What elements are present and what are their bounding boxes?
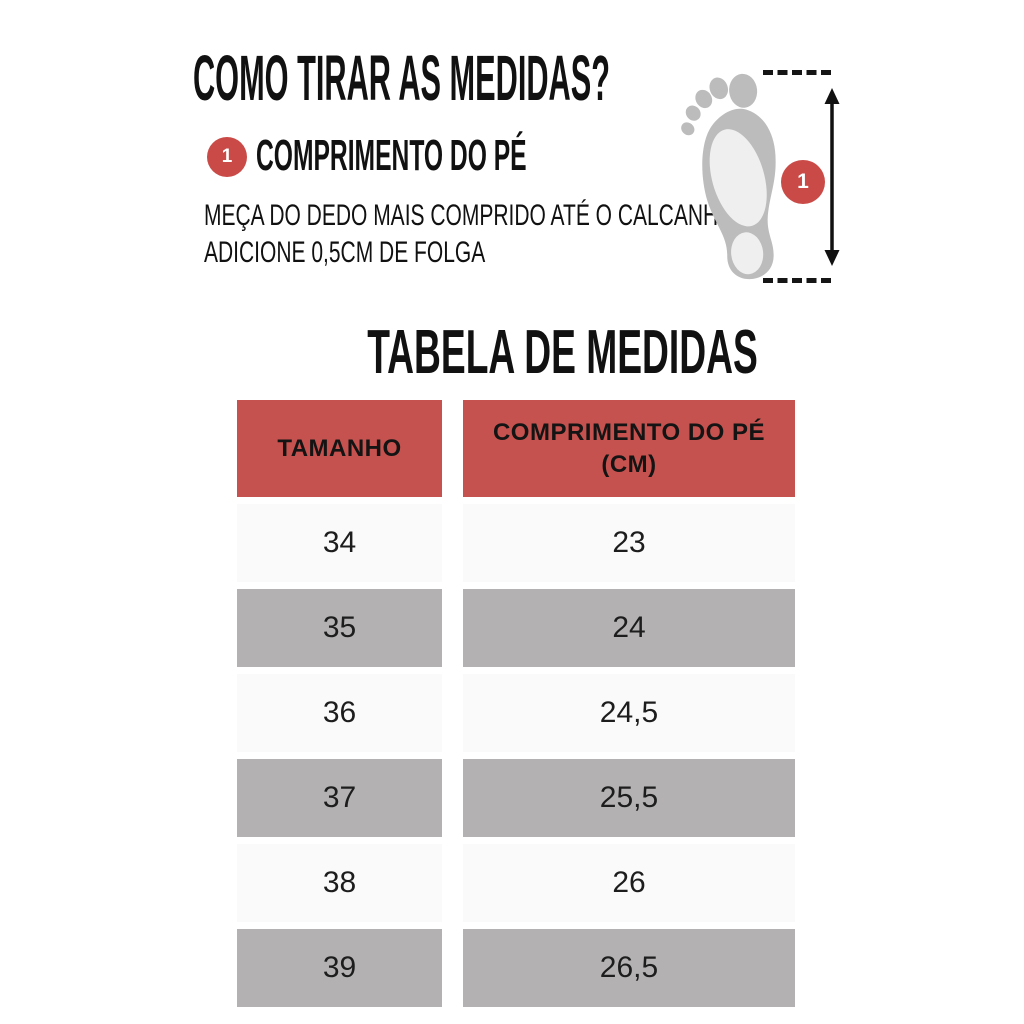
header-cell-length: COMPRIMENTO DO PÉ (CM) [463, 400, 795, 497]
size-cell: 37 [237, 759, 442, 837]
figure-marker-badge: 1 [781, 160, 825, 204]
measure-arrow-icon [824, 88, 840, 266]
size-table: TAMANHO COMPRIMENTO DO PÉ (CM) 34 23 35 … [237, 400, 795, 1007]
step-1-description-line-1: MEÇA DO DEDO MAIS COMPRIDO ATÉ O CALCANH… [204, 199, 754, 232]
dashed-line-top [763, 70, 831, 75]
length-cell: 24 [463, 589, 795, 667]
page-title: COMO TIRAR AS MEDIDAS? [193, 42, 610, 114]
header-cell-size: TAMANHO [237, 400, 442, 497]
header-length-unit: (CM) [601, 450, 657, 478]
length-cell: 26,5 [463, 929, 795, 1007]
length-cell: 26 [463, 844, 795, 922]
figure-marker-number: 1 [797, 170, 809, 193]
dashed-line-bottom [763, 278, 831, 283]
size-cell: 35 [237, 589, 442, 667]
size-cell: 38 [237, 844, 442, 922]
step-1-description: MEÇA DO DEDO MAIS COMPRIDO ATÉ O CALCANH… [204, 197, 989, 271]
step-1-label: COMPRIMENTO DO PÉ [256, 131, 527, 180]
length-cell: 25,5 [463, 759, 795, 837]
foot-icon [681, 73, 789, 283]
length-cell: 23 [463, 504, 795, 582]
table-title: TABELA DE MEDIDAS [367, 318, 758, 387]
size-cell: 36 [237, 674, 442, 752]
size-cell: 34 [237, 504, 442, 582]
step-1-badge: 1 [207, 137, 247, 177]
size-cell: 39 [237, 929, 442, 1007]
length-cell: 24,5 [463, 674, 795, 752]
step-1-number: 1 [221, 146, 233, 167]
step-1-description-line-2: ADICIONE 0,5CM DE FOLGA [204, 236, 486, 269]
